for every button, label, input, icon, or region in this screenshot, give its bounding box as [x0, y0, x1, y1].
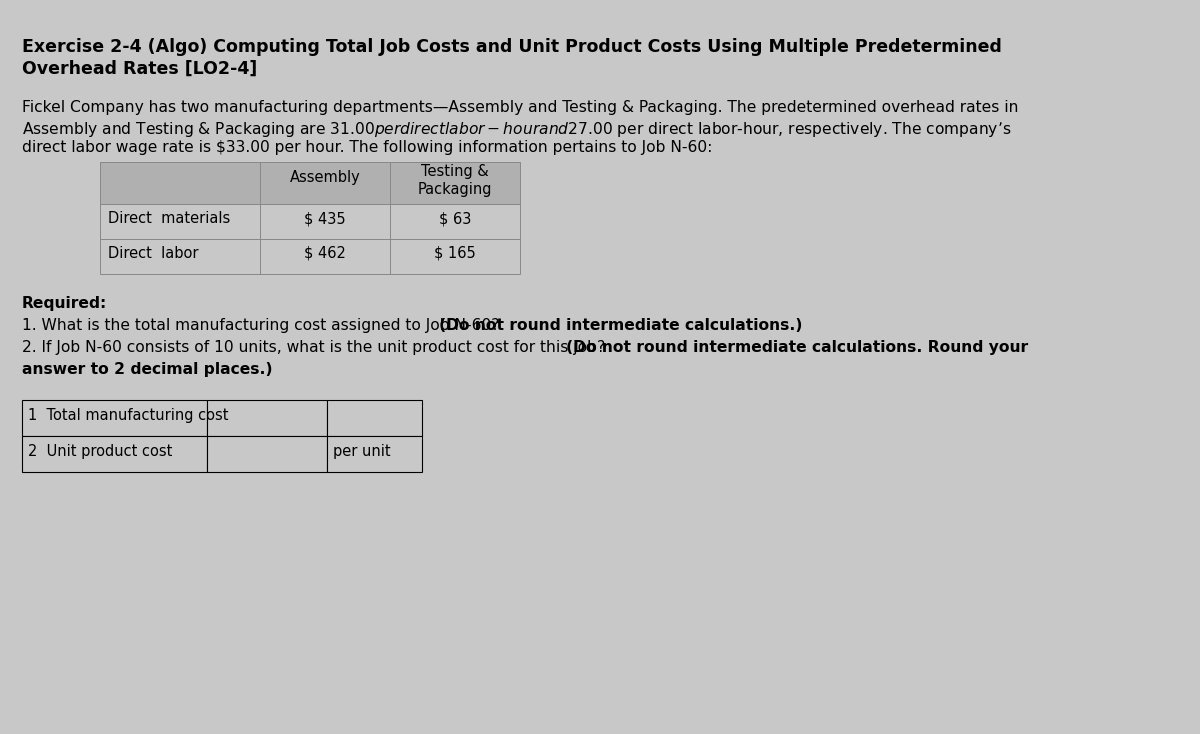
Text: 1. What is the total manufacturing cost assigned to Job N-60?: 1. What is the total manufacturing cost … [22, 318, 504, 333]
Text: 2  Unit product cost: 2 Unit product cost [28, 444, 173, 459]
Text: answer to 2 decimal places.): answer to 2 decimal places.) [22, 362, 272, 377]
Text: Required:: Required: [22, 296, 107, 311]
Text: $ 165: $ 165 [434, 246, 476, 261]
Bar [100, 162, 520, 204]
Text: $ 63: $ 63 [439, 211, 472, 226]
Text: 1  Total manufacturing cost: 1 Total manufacturing cost [28, 408, 228, 423]
Text: per unit: per unit [334, 444, 391, 459]
Text: direct labor wage rate is $33.00 per hour. The following information pertains to: direct labor wage rate is $33.00 per hou… [22, 140, 713, 155]
Text: 2. If Job N-60 consists of 10 units, what is the unit product cost for this job?: 2. If Job N-60 consists of 10 units, wha… [22, 340, 610, 355]
Bar [100, 162, 520, 204]
Text: Exercise 2-4 (Algo) Computing Total Job Costs and Unit Product Costs Using Multi: Exercise 2-4 (Algo) Computing Total Job … [22, 38, 1002, 56]
Bar [22, 436, 208, 472]
Bar [208, 400, 326, 436]
Text: (Do not round intermediate calculations. Round your: (Do not round intermediate calculations.… [566, 340, 1028, 355]
Text: Assembly: Assembly [289, 170, 360, 185]
Text: Assembly and Testing & Packaging are $31.00 per direct labor-hour and $27.00 per: Assembly and Testing & Packaging are $31… [22, 120, 1012, 139]
Bar [326, 400, 422, 436]
Text: Direct  materials: Direct materials [108, 211, 230, 226]
Text: $ 435: $ 435 [304, 211, 346, 226]
Text: Overhead Rates [LO2-4]: Overhead Rates [LO2-4] [22, 60, 257, 78]
Bar [22, 400, 208, 436]
Bar [326, 436, 422, 472]
Text: (Do not round intermediate calculations.): (Do not round intermediate calculations.… [439, 318, 802, 333]
Bar [100, 239, 520, 274]
Bar [208, 436, 326, 472]
Text: Packaging: Packaging [418, 182, 492, 197]
Text: Fickel Company has two manufacturing departments—Assembly and Testing & Packagin: Fickel Company has two manufacturing dep… [22, 100, 1019, 115]
Text: Testing &: Testing & [421, 164, 488, 179]
Text: $ 462: $ 462 [304, 246, 346, 261]
Bar [100, 204, 520, 239]
Text: Direct  labor: Direct labor [108, 246, 198, 261]
